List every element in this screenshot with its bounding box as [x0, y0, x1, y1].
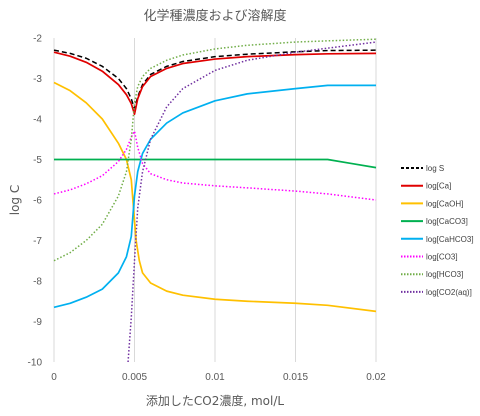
- y-tick-label: -4: [33, 115, 42, 126]
- y-axis-ticks: -2 -3 -4 -5 -6 -7 -8 -9 -10: [28, 34, 43, 369]
- series-line-6: [53, 38, 377, 262]
- y-tick-label: -3: [33, 74, 42, 85]
- legend: log S log[Ca] log[CaOH] log[CaCO3] log[CaHCO…: [401, 164, 474, 297]
- legend-label: log[CaOH]: [426, 199, 463, 208]
- series-line-0: [53, 49, 377, 110]
- series-line-7: [127, 41, 377, 363]
- legend-label: log[CaHCO3]: [426, 235, 474, 244]
- legend-label: log[Ca]: [426, 182, 451, 191]
- legend-label: log S: [426, 164, 444, 173]
- chart-title: 化学種濃度および溶解度: [143, 8, 286, 24]
- legend-label: log[CO3]: [426, 253, 458, 262]
- series-line-5: [53, 130, 377, 201]
- series-line-2: [53, 81, 377, 313]
- y-tick-label: -8: [33, 277, 42, 288]
- y-axis-label: log C: [8, 185, 22, 216]
- x-tick-label: 0.015: [283, 372, 308, 383]
- legend-label: log[CO2(aq)]: [426, 288, 472, 297]
- x-tick-label: 0.02: [366, 372, 386, 383]
- y-tick-label: -5: [33, 155, 42, 166]
- series-line-1: [53, 51, 377, 115]
- series-layer: [53, 38, 377, 363]
- y-tick-label: -6: [33, 196, 42, 207]
- grid-lines: [53, 38, 377, 362]
- y-tick-label: -2: [33, 34, 42, 45]
- y-tick-label: -9: [33, 317, 42, 328]
- legend-label: log[CaCO3]: [426, 217, 468, 226]
- y-tick-label: -10: [28, 358, 43, 369]
- series-line-4: [53, 84, 376, 309]
- legend-label: log[HCO3]: [426, 270, 463, 279]
- x-tick-label: 0.01: [205, 372, 225, 383]
- series-line-3: [54, 158, 377, 169]
- x-axis-ticks: 0 0.005 0.01 0.015 0.02: [51, 372, 386, 383]
- y-tick-label: -7: [33, 236, 42, 247]
- x-tick-label: 0.005: [122, 372, 147, 383]
- x-tick-label: 0: [51, 372, 57, 383]
- x-axis-label: 添加したCO2濃度, mol/L: [146, 393, 284, 408]
